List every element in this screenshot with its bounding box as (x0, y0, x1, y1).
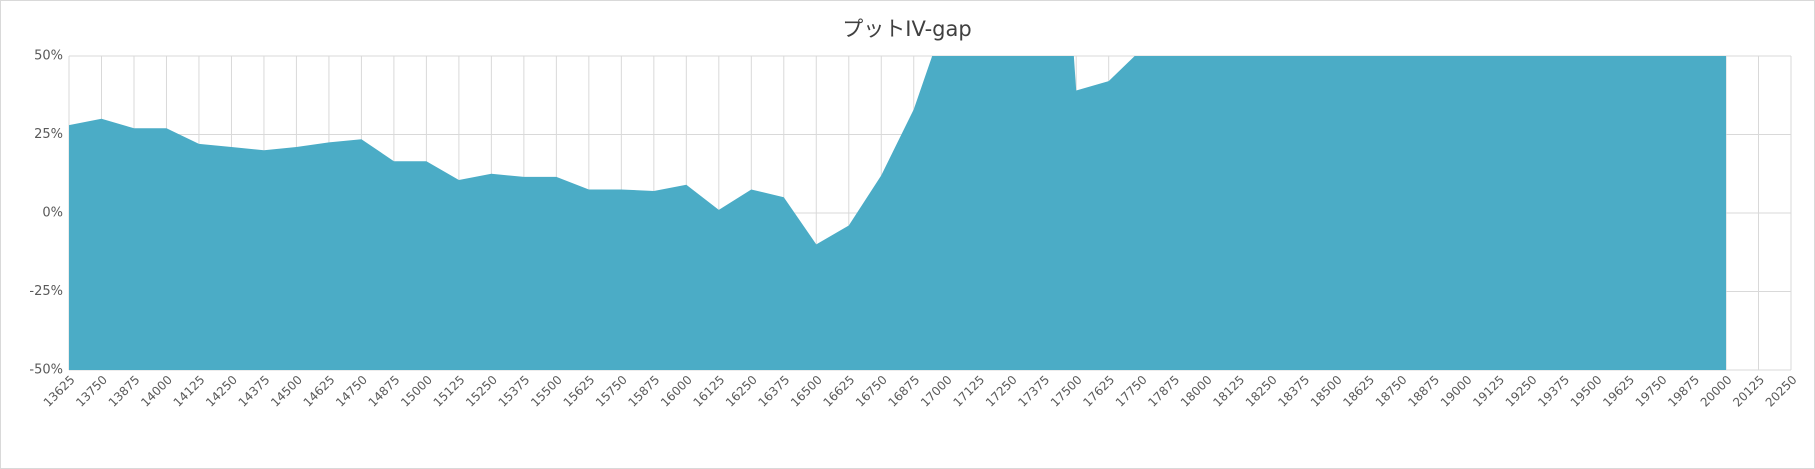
chart-title: プットIV-gap (842, 17, 971, 41)
y-tick-label: -50% (29, 363, 63, 378)
y-tick-label: 0% (42, 206, 63, 221)
y-tick-label: 50% (34, 49, 63, 64)
y-tick-label: -25% (29, 284, 63, 299)
y-tick-label: 25% (34, 127, 63, 142)
area (69, 56, 1727, 370)
